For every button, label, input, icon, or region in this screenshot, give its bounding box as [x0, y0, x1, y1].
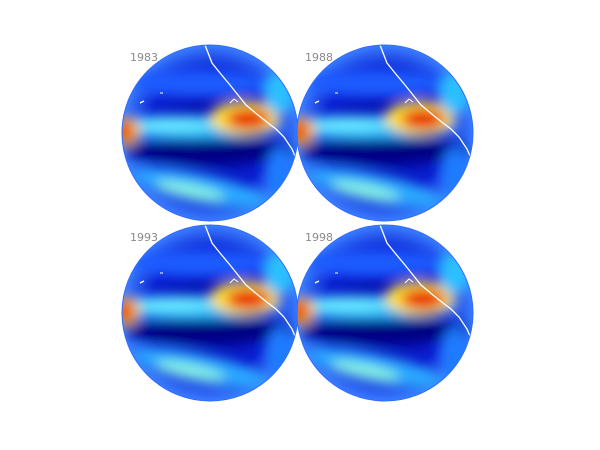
globe-panel: 1998: [270, 225, 473, 401]
globe-panel: 1983: [95, 45, 298, 221]
panel-year-label: 1988: [305, 51, 333, 64]
globe: [95, 225, 298, 401]
globe: [270, 45, 473, 221]
panel-grid: 1983 1988 1993 1998: [95, 45, 473, 401]
panel-year-label: 1983: [130, 51, 158, 64]
globe: [270, 225, 473, 401]
panel-year-label: 1998: [305, 231, 333, 244]
globe: [95, 45, 298, 221]
globe-panel: 1993: [95, 225, 298, 401]
globe-panel: 1988: [270, 45, 473, 221]
panel-year-label: 1993: [130, 231, 158, 244]
